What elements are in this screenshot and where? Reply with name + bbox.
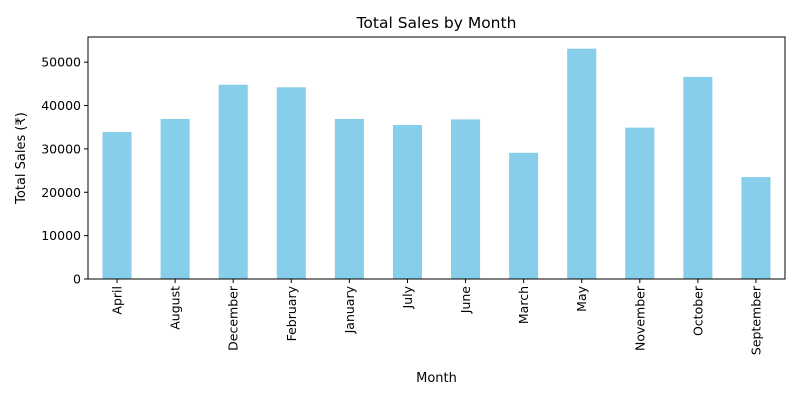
x-ticks: April August December February January July Ju… <box>110 279 763 355</box>
x-tick-label: November <box>632 285 647 351</box>
y-tick-label: 30000 <box>41 141 81 156</box>
x-tick-label: January <box>342 285 357 334</box>
y-tick-label: 10000 <box>41 228 81 243</box>
bar-february <box>276 87 306 279</box>
y-tick-label: 50000 <box>41 55 81 70</box>
x-axis-label: Month <box>416 371 457 386</box>
x-tick-label: December <box>226 285 241 351</box>
x-tick-label: April <box>110 286 125 315</box>
bar-april <box>102 131 132 279</box>
y-axis-label: Total Sales (₹) <box>14 112 29 205</box>
x-tick-label: February <box>284 285 299 341</box>
bar-june <box>451 119 481 280</box>
bar-october <box>683 76 713 279</box>
x-tick-label: March <box>516 286 531 324</box>
chart-title: Total Sales by Month <box>356 14 517 32</box>
bar-march <box>509 152 539 279</box>
bar-december <box>218 84 248 280</box>
bars <box>102 48 771 280</box>
x-tick-label: September <box>748 285 763 355</box>
x-tick-label: October <box>690 285 705 336</box>
y-tick-label: 20000 <box>41 185 81 200</box>
bar-may <box>567 48 597 279</box>
x-tick-label: July <box>400 285 415 309</box>
x-tick-label: May <box>574 285 589 311</box>
x-tick-label: August <box>168 286 183 330</box>
bar-november <box>625 127 655 280</box>
y-tick-label: 40000 <box>41 98 81 113</box>
bar-august <box>160 118 190 279</box>
x-tick-label: June <box>458 286 473 315</box>
y-tick-label: 0 <box>73 272 81 287</box>
bar-january <box>334 118 364 279</box>
bar-september <box>741 177 771 279</box>
y-ticks: 0 10000 20000 30000 40000 50000 <box>41 55 88 287</box>
axes-frame <box>87 36 786 280</box>
bar-july <box>392 125 422 279</box>
